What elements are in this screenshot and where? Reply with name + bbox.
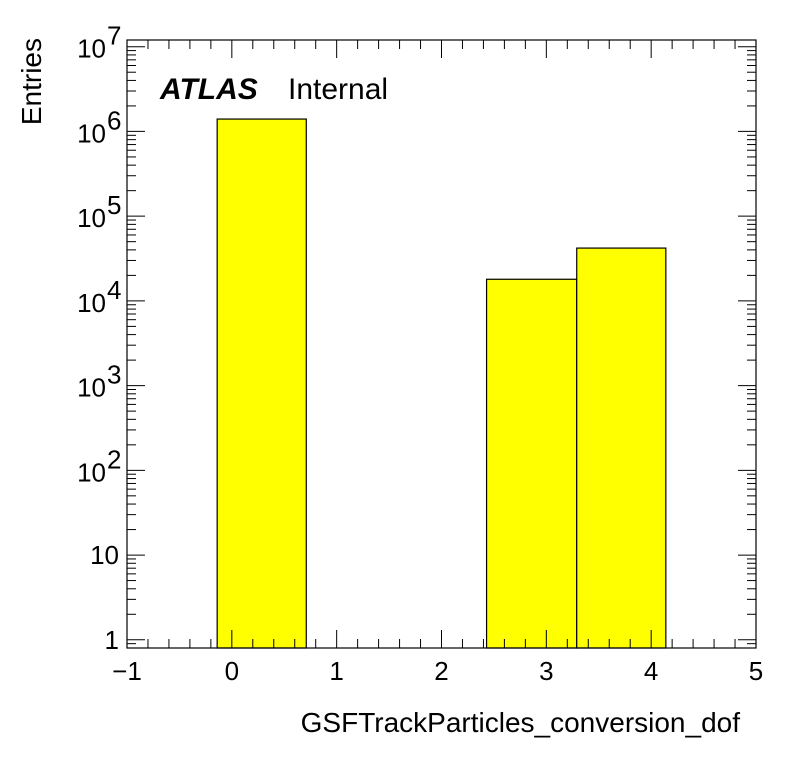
- y-tick-label: 10 3: [77, 360, 121, 403]
- x-tick-labels: −1 0 1 2 3 4 5: [112, 656, 763, 686]
- y-tick-label-base: 10: [77, 457, 106, 487]
- axis-ticks: [126, 40, 757, 649]
- y-tick-label-base: 10: [77, 34, 106, 64]
- y-tick-label: 10 5: [77, 190, 121, 233]
- x-tick-label: 4: [644, 656, 658, 686]
- internal-label: Internal: [288, 73, 388, 106]
- atlas-label: ATLAS: [159, 73, 258, 106]
- y-tick-label-exponent: 6: [107, 105, 121, 135]
- y-tick-label-exponent: 3: [107, 360, 121, 390]
- histogram-bar-0: [216, 118, 307, 649]
- y-tick-label: 1: [105, 625, 119, 655]
- y-tick-label-exponent: 7: [107, 21, 121, 51]
- x-tick-label: 5: [749, 656, 763, 686]
- y-tick-label-base: 10: [77, 373, 106, 403]
- y-tick-label-base: 10: [77, 118, 106, 148]
- x-tick-label: 2: [434, 656, 448, 686]
- histogram-bars: [216, 118, 667, 649]
- y-axis-title: Entries: [16, 38, 47, 125]
- y-tick-label: 10 7: [77, 21, 121, 64]
- y-tick-label-exponent: 5: [107, 190, 121, 220]
- y-tick-label: 10 2: [77, 444, 121, 487]
- histogram-bar-1: [485, 278, 578, 649]
- y-tick-label-exponent: 4: [107, 275, 121, 305]
- x-tick-label: −1: [112, 656, 142, 686]
- y-tick-label: 10: [90, 540, 119, 570]
- x-axis-title: GSFTrackParticles_conversion_dof: [301, 707, 741, 738]
- x-tick-label: 0: [225, 656, 239, 686]
- y-tick-label: 10 6: [77, 105, 121, 148]
- histogram-bar-2: [576, 247, 667, 649]
- y-tick-label-base: 10: [77, 203, 106, 233]
- y-tick-label-exponent: 2: [107, 444, 121, 474]
- x-tick-label: 1: [329, 656, 343, 686]
- x-tick-label: 3: [539, 656, 553, 686]
- y-tick-label: 10 4: [77, 275, 121, 318]
- y-tick-label-base: 10: [77, 288, 106, 318]
